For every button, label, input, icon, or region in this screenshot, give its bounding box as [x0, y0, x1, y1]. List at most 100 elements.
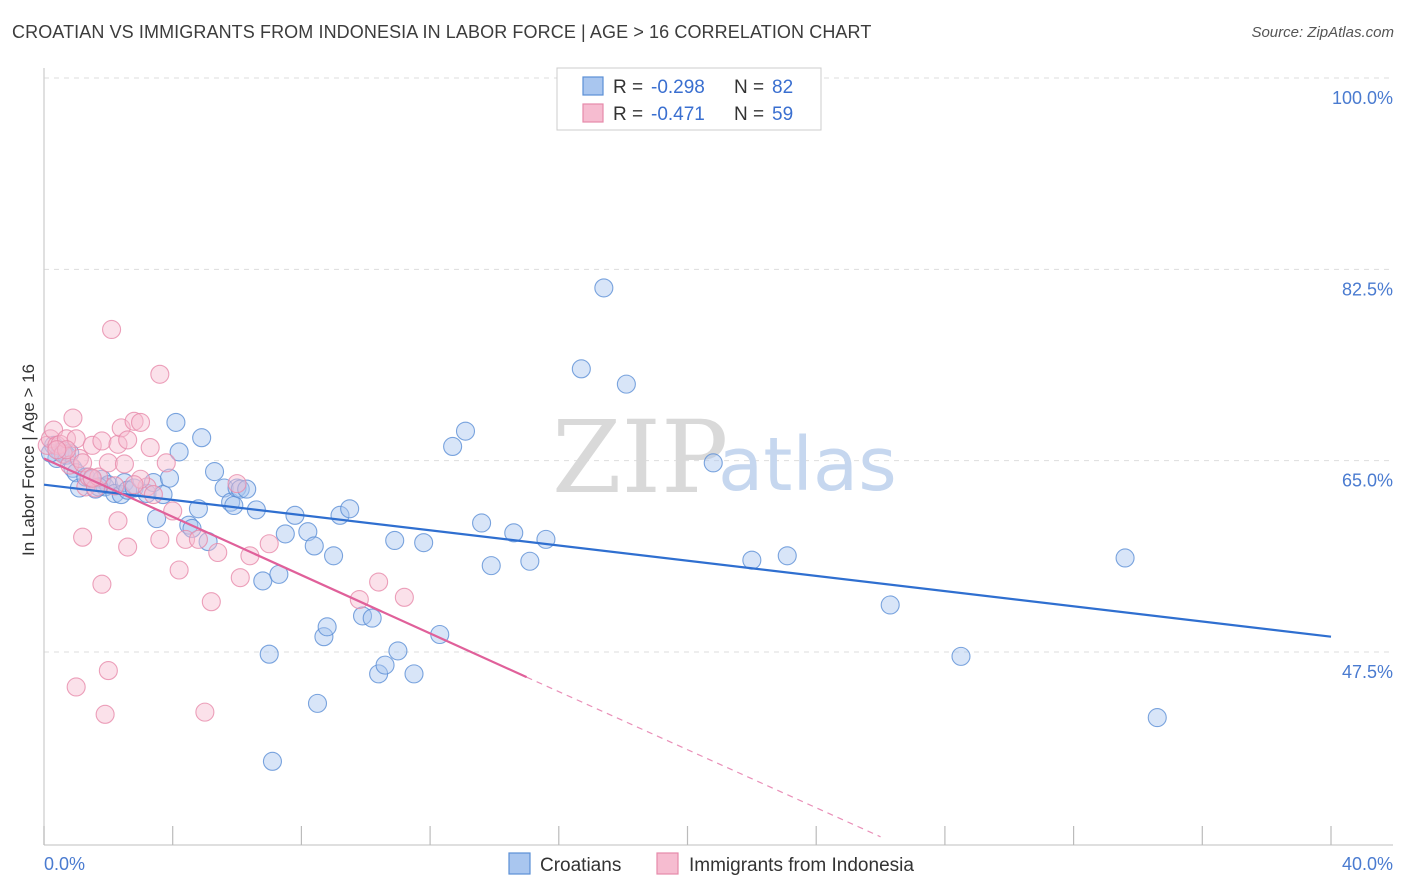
- indonesia-point-14: [82, 435, 102, 455]
- legend-n-value-indonesia: 59: [772, 104, 793, 125]
- indonesia-point-44: [118, 537, 138, 557]
- croatian-point-25: [169, 442, 189, 462]
- y-tick-label-1: 65.0%: [1342, 471, 1393, 491]
- legend-n-label-indonesia: N =: [734, 104, 764, 125]
- indonesia-point-41: [66, 677, 86, 697]
- indonesia-point-27: [140, 437, 160, 458]
- croatian-point-66: [504, 523, 524, 543]
- y-tick-label-0: 47.5%: [1342, 662, 1393, 682]
- y-tick-label-2: 82.5%: [1342, 279, 1393, 299]
- indonesia-point-25: [130, 412, 151, 432]
- indonesia-point-37: [259, 534, 279, 554]
- legend-swatch-indonesia: [582, 103, 604, 123]
- croatian-point-78: [1147, 708, 1167, 728]
- indonesia-point-29: [156, 453, 176, 473]
- indonesia-point-6: [56, 429, 77, 449]
- croatian-point-76: [951, 646, 971, 666]
- indonesia-point-51: [188, 529, 208, 549]
- indonesia-point-43: [108, 511, 128, 531]
- croatian-point-60: [414, 533, 434, 553]
- croatian-point-69: [571, 359, 591, 379]
- indonesia-point-58: [47, 440, 67, 460]
- croatian-point-54: [362, 608, 382, 628]
- indonesia-point-45: [130, 469, 151, 489]
- croatian-point-58: [388, 641, 408, 661]
- indonesia-point-35: [230, 568, 250, 588]
- indonesia-point-28: [150, 364, 170, 384]
- croatian-point-37: [237, 479, 257, 499]
- croatian-point-49: [317, 617, 337, 637]
- indonesia-point-56: [227, 474, 247, 494]
- croatian-point-24: [166, 412, 186, 432]
- croatian-point-72: [703, 453, 723, 473]
- croatian-point-70: [594, 278, 614, 298]
- croatian-point-29: [192, 428, 212, 448]
- legend-r-label-croatians: R =: [613, 77, 643, 98]
- correlation-legend: R = -0.298 N = 82 R = -0.471 N = 59: [556, 67, 822, 131]
- indonesia-point-46: [143, 485, 163, 505]
- indonesia-point-33: [201, 592, 221, 612]
- trend-lines: [43, 457, 1332, 838]
- croatian-point-63: [455, 421, 476, 441]
- indonesia-point-17: [92, 431, 112, 451]
- grid-lines: [44, 77, 1393, 653]
- croatian-point-46: [304, 536, 324, 556]
- croatian-point-50: [324, 546, 344, 566]
- croatian-point-36: [230, 479, 250, 499]
- legend-n-value-croatians: 82: [772, 77, 793, 98]
- indonesia-point-52: [56, 440, 77, 460]
- indonesia-point-55: [195, 702, 215, 722]
- croatian-point-67: [520, 551, 540, 571]
- croatian-point-43: [275, 524, 295, 544]
- croatian-point-23: [159, 468, 180, 488]
- x-tick-label-min: 0.0%: [44, 854, 85, 874]
- croatian-point-39: [253, 571, 273, 591]
- indonesia-point-23: [118, 430, 138, 450]
- legend-swatch-croatians: [582, 76, 604, 96]
- indonesia-point-24: [124, 411, 144, 431]
- bottom-legend-swatch-croatians: [508, 852, 531, 875]
- indonesia-point-48: [92, 574, 112, 594]
- croatian-point-64: [472, 513, 492, 533]
- indonesia-point-8: [63, 408, 83, 428]
- croatian-point-62: [443, 436, 463, 457]
- croatian-point-45: [298, 522, 318, 542]
- legend-r-label-indonesia: R =: [613, 104, 643, 125]
- indonesia-point-9: [66, 429, 86, 449]
- bottom-legend-label-indonesia: Immigrants from Indonesia: [689, 855, 914, 876]
- source-credit: Source: ZipAtlas.com: [1251, 24, 1394, 41]
- croatian-point-71: [616, 374, 636, 394]
- croatian-point-74: [777, 546, 797, 566]
- indonesia-point-19: [102, 319, 122, 340]
- indonesia-point-47: [73, 527, 93, 547]
- axes: [43, 68, 1393, 846]
- croatian-point-77: [1115, 548, 1135, 568]
- croatian-point-65: [481, 556, 501, 576]
- y-axis-label: In Labor Force | Age > 16: [19, 364, 38, 556]
- indonesia-point-31: [169, 560, 189, 580]
- trend-line-0: [43, 483, 1332, 638]
- indonesia-point-11: [73, 453, 93, 473]
- croatian-point-31: [204, 462, 225, 482]
- croatian-point-57: [385, 530, 405, 551]
- croatian-point-59: [404, 664, 424, 684]
- croatian-point-75: [880, 595, 900, 615]
- series-legend: Croatians Immigrants from Indonesia: [508, 852, 914, 876]
- croatian-point-56: [375, 655, 395, 675]
- indonesia-point-39: [369, 572, 389, 592]
- indonesia-point-34: [208, 542, 228, 563]
- croatian-point-40: [259, 644, 279, 664]
- croatian-point-53: [352, 606, 373, 626]
- croatian-point-52: [340, 499, 360, 519]
- legend-r-value-indonesia: -0.471: [651, 104, 705, 125]
- indonesia-points: [37, 319, 414, 724]
- indonesia-point-40: [394, 587, 414, 607]
- x-tick-labels: 0.0% 40.0%: [44, 854, 1393, 874]
- bottom-legend-swatch-indonesia: [656, 852, 679, 875]
- chart-title: CROATIAN VS IMMIGRANTS FROM INDONESIA IN…: [12, 22, 872, 42]
- croatians-points: [40, 278, 1167, 771]
- indonesia-point-49: [124, 475, 144, 495]
- x-tick-label-max: 40.0%: [1342, 854, 1393, 874]
- y-tick-label-3: 100.0%: [1332, 88, 1393, 108]
